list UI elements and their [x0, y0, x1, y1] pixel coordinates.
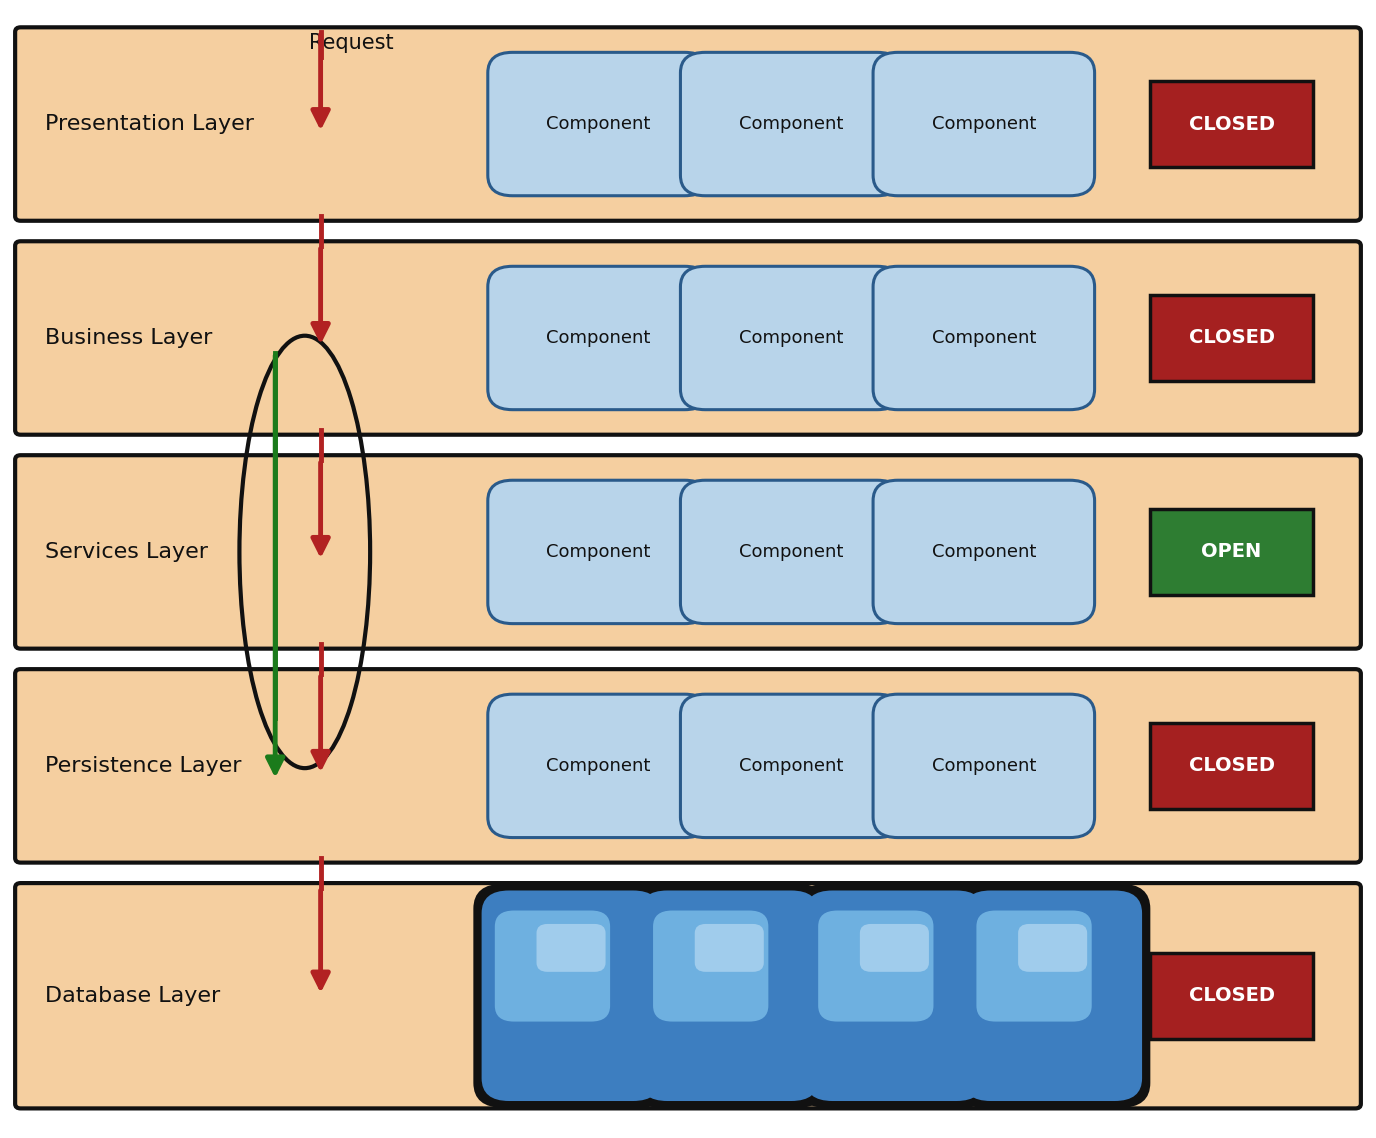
FancyBboxPatch shape — [15, 455, 1361, 649]
FancyBboxPatch shape — [487, 52, 710, 196]
FancyBboxPatch shape — [1150, 81, 1313, 167]
FancyBboxPatch shape — [977, 910, 1091, 1022]
Text: Component: Component — [739, 329, 843, 347]
FancyBboxPatch shape — [632, 883, 827, 1108]
Text: Component: Component — [546, 543, 651, 561]
Text: Services Layer: Services Layer — [45, 542, 208, 562]
FancyBboxPatch shape — [872, 52, 1095, 196]
FancyBboxPatch shape — [487, 480, 710, 624]
FancyBboxPatch shape — [1018, 924, 1087, 972]
FancyBboxPatch shape — [15, 883, 1361, 1108]
FancyBboxPatch shape — [872, 694, 1095, 838]
FancyBboxPatch shape — [872, 266, 1095, 410]
FancyBboxPatch shape — [473, 883, 669, 1108]
FancyBboxPatch shape — [955, 883, 1150, 1108]
FancyBboxPatch shape — [680, 266, 903, 410]
FancyBboxPatch shape — [487, 694, 710, 838]
Text: Request: Request — [308, 33, 394, 53]
Text: CLOSED: CLOSED — [1189, 329, 1274, 347]
Text: Component: Component — [739, 115, 843, 133]
Text: Component: Component — [546, 757, 651, 775]
FancyBboxPatch shape — [15, 669, 1361, 863]
FancyBboxPatch shape — [963, 890, 1142, 1102]
FancyBboxPatch shape — [537, 924, 605, 972]
FancyBboxPatch shape — [1150, 723, 1313, 809]
FancyBboxPatch shape — [1150, 295, 1313, 381]
FancyBboxPatch shape — [482, 890, 660, 1102]
FancyBboxPatch shape — [805, 890, 984, 1102]
Text: CLOSED: CLOSED — [1189, 987, 1274, 1005]
FancyBboxPatch shape — [1150, 953, 1313, 1039]
Text: Component: Component — [546, 329, 651, 347]
FancyBboxPatch shape — [15, 241, 1361, 435]
FancyBboxPatch shape — [1150, 509, 1313, 595]
Text: CLOSED: CLOSED — [1189, 115, 1274, 133]
Text: Component: Component — [932, 757, 1036, 775]
FancyBboxPatch shape — [680, 480, 903, 624]
Text: Database Layer: Database Layer — [45, 986, 220, 1006]
FancyBboxPatch shape — [797, 883, 992, 1108]
FancyBboxPatch shape — [872, 480, 1095, 624]
Text: Component: Component — [546, 115, 651, 133]
Text: Component: Component — [932, 543, 1036, 561]
FancyBboxPatch shape — [487, 266, 710, 410]
FancyBboxPatch shape — [680, 694, 903, 838]
Text: Business Layer: Business Layer — [45, 328, 213, 348]
FancyBboxPatch shape — [680, 52, 903, 196]
Text: Presentation Layer: Presentation Layer — [45, 114, 255, 134]
FancyBboxPatch shape — [695, 924, 764, 972]
FancyBboxPatch shape — [654, 910, 768, 1022]
FancyBboxPatch shape — [640, 890, 819, 1102]
Text: OPEN: OPEN — [1201, 543, 1262, 561]
Text: Component: Component — [739, 757, 843, 775]
Text: Component: Component — [739, 543, 843, 561]
FancyBboxPatch shape — [495, 910, 610, 1022]
Text: CLOSED: CLOSED — [1189, 757, 1274, 775]
Text: Component: Component — [932, 115, 1036, 133]
FancyBboxPatch shape — [860, 924, 929, 972]
FancyBboxPatch shape — [819, 910, 933, 1022]
Text: Component: Component — [932, 329, 1036, 347]
Text: Persistence Layer: Persistence Layer — [45, 756, 242, 776]
FancyBboxPatch shape — [15, 27, 1361, 221]
